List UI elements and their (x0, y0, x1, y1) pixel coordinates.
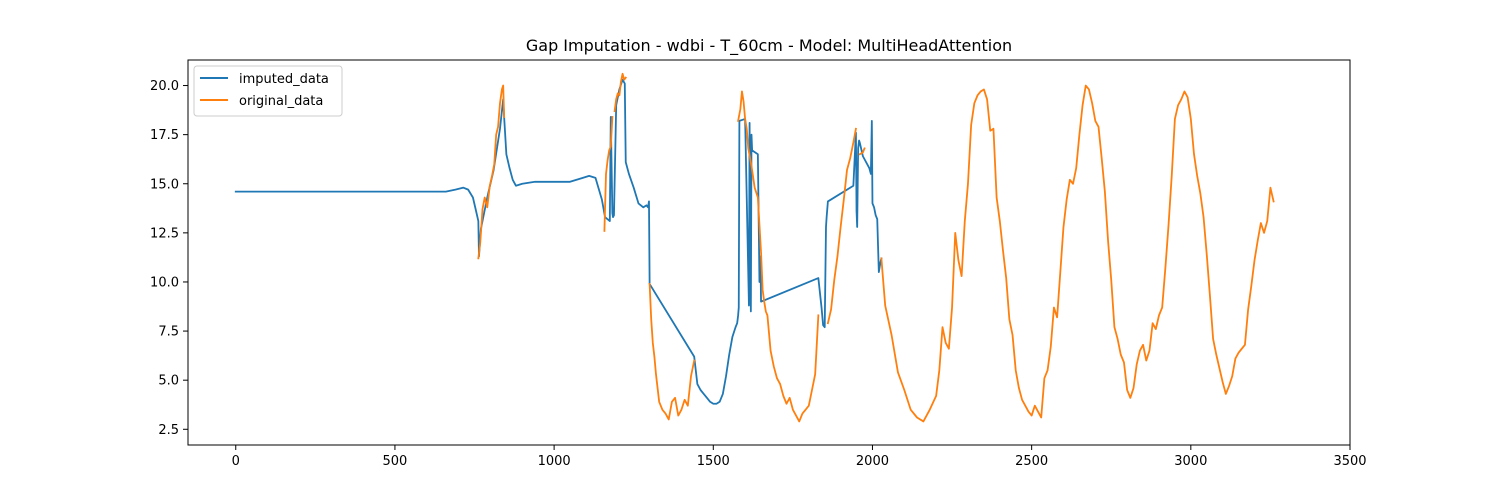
x-tick-label: 2500 (1015, 454, 1048, 469)
y-tick-label: 5.0 (158, 374, 179, 389)
series-line-original-data (477, 72, 1275, 423)
y-tick-label: 15.0 (150, 177, 179, 192)
x-tick-label: 2000 (856, 454, 889, 469)
y-tick-label: 2.5 (158, 423, 179, 438)
y-tick-label: 20.0 (150, 79, 179, 94)
y-tick-label: 7.5 (158, 325, 179, 340)
legend-label-original-data: original_data (239, 94, 323, 109)
x-tick-label: 3000 (1174, 454, 1207, 469)
x-tick-label: 0 (232, 454, 240, 469)
x-tick-label: 500 (383, 454, 408, 469)
x-tick-label: 1500 (697, 454, 730, 469)
series-layer (234, 72, 1275, 423)
x-tick-label: 1000 (538, 454, 571, 469)
plot-area (188, 60, 1350, 445)
y-tick-label: 10.0 (150, 275, 179, 290)
chart-title: Gap Imputation - wdbi - T_60cm - Model: … (526, 36, 1012, 56)
y-axis: 2.5 5.0 7.5 10.0 12.5 15.0 17.5 20.0 (150, 79, 188, 438)
x-tick-label: 3500 (1333, 454, 1366, 469)
legend-label-imputed-data: imputed_data (239, 72, 329, 87)
y-tick-label: 12.5 (150, 226, 179, 241)
legend: imputed_data original_data (193, 65, 343, 117)
y-tick-label: 17.5 (150, 128, 179, 143)
x-axis: 0 500 1000 1500 2000 2500 3000 3500 (232, 445, 1367, 469)
legend-box (193, 65, 343, 117)
plot-frame (187, 59, 1351, 446)
